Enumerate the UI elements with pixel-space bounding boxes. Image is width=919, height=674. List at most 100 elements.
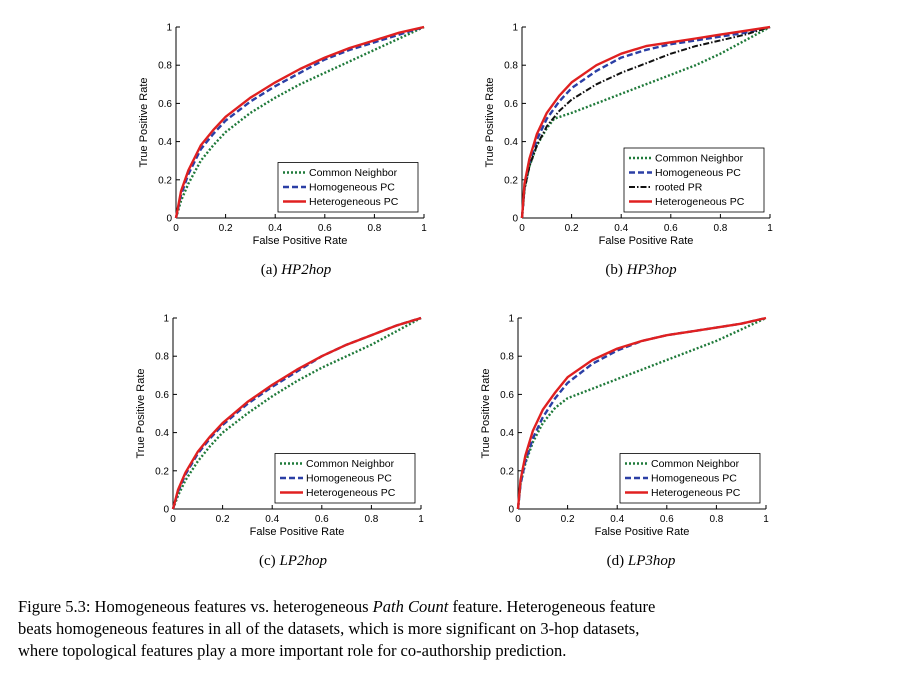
x-tick-label: 1 <box>421 223 427 234</box>
x-axis-label: False Positive Rate <box>250 526 345 538</box>
y-tick-label: 1 <box>166 23 172 34</box>
subfigure-name: HP2hop <box>280 262 331 278</box>
legend: Common Neighbor Homogeneous PC rooted PR He… <box>623 147 765 213</box>
chart-panel-3: 0 0.2 0.4 0.6 0.8 1 0 0.2 0.4 0.6 0.8 1 False Positi… <box>135 314 424 570</box>
chart-panel-2: 0 0.2 0.4 0.6 0.8 1 0 0.2 0.4 0.6 0.8 1 False Positi… <box>484 23 773 279</box>
series-line-homogeneous-pc <box>520 25 771 219</box>
x-tick-label: 0.4 <box>614 223 628 234</box>
x-tick-label: 0.6 <box>664 223 678 234</box>
legend: Common Neighbor Homogeneous PC Heterogeneo… <box>274 453 416 504</box>
legend-entry-label: Homogeneous PC <box>309 182 395 194</box>
legend-entry-label: Heterogeneous PC <box>306 487 396 499</box>
y-tick-label: 1 <box>508 314 514 325</box>
x-tick-label: 0.4 <box>268 223 282 234</box>
y-tick-label: 1 <box>163 314 169 325</box>
y-tick-label: 0.8 <box>500 352 514 363</box>
series-line-rooted-pr <box>521 26 771 219</box>
subfigure-caption: (b) HP3hop <box>605 262 677 278</box>
x-tick-label: 0 <box>170 514 176 525</box>
y-tick-label: 0.8 <box>155 352 169 363</box>
y-tick-label: 0.4 <box>155 428 169 439</box>
x-tick-label: 0.6 <box>318 223 332 234</box>
x-tick-label: 0 <box>173 223 179 234</box>
legend-entry-label: Heterogeneous PC <box>651 487 741 499</box>
y-tick-label: 0.4 <box>500 428 514 439</box>
figure-panels: 0 0.2 0.4 0.6 0.8 1 0 0.2 0.4 0.6 0.8 1 False Positi… <box>135 23 773 570</box>
y-tick-label: 0.6 <box>504 99 518 110</box>
x-tick-label: 0.4 <box>265 514 279 525</box>
x-tick-label: 0.2 <box>219 223 233 234</box>
x-tick-label: 0.2 <box>565 223 579 234</box>
x-tick-label: 0 <box>519 223 525 234</box>
x-axis-label: False Positive Rate <box>253 235 348 247</box>
legend-entry-label: Homogeneous PC <box>655 167 741 179</box>
caption-line-2: beats homogeneous features in all of the… <box>18 619 640 638</box>
x-axis-label: False Positive Rate <box>599 235 694 247</box>
y-axis-label: True Positive Rate <box>138 77 150 167</box>
x-tick-label: 1 <box>767 223 773 234</box>
legend-entry-label: Homogeneous PC <box>306 473 392 485</box>
series-line-heterogeneous-pc <box>171 316 422 510</box>
x-tick-label: 0.8 <box>367 223 381 234</box>
legend-entry-label: Heterogeneous PC <box>309 196 399 208</box>
figure-caption: Figure 5.3: Homogeneous features vs. het… <box>18 596 913 662</box>
x-tick-label: 0.8 <box>709 514 723 525</box>
subfigure-name: LP2hop <box>278 553 327 569</box>
series-line-heterogeneous-pc <box>174 25 425 219</box>
series-line-heterogeneous-pc <box>516 316 767 510</box>
subfigure-caption: (a) HP2hop <box>261 262 332 278</box>
subfigure-label: (c) <box>259 553 279 569</box>
legend-entry-label: Common Neighbor <box>655 153 744 165</box>
y-axis-label: True Positive Rate <box>135 368 147 458</box>
legend-entry-label: Common Neighbor <box>306 458 395 470</box>
subfigure-label: (b) <box>605 262 626 278</box>
legend-entry-label: Heterogeneous PC <box>655 196 745 208</box>
y-axis-label: True Positive Rate <box>484 77 496 167</box>
y-tick-label: 0.4 <box>504 137 518 148</box>
series-line-homogeneous-pc <box>174 25 425 219</box>
x-axis-label: False Positive Rate <box>595 526 690 538</box>
y-tick-label: 0.6 <box>500 390 514 401</box>
subfigure-label: (a) <box>261 262 281 278</box>
x-tick-label: 1 <box>763 514 769 525</box>
subfigure-label: (d) <box>607 553 628 569</box>
chart-panel-1: 0 0.2 0.4 0.6 0.8 1 0 0.2 0.4 0.6 0.8 1 False Positi… <box>138 23 427 279</box>
x-tick-label: 0.2 <box>561 514 575 525</box>
y-tick-label: 0 <box>508 505 514 516</box>
series-line-common-neighbor <box>174 25 425 219</box>
series-line-common-neighbor <box>516 316 767 510</box>
y-tick-label: 0.2 <box>500 466 514 477</box>
subfigure-name: HP3hop <box>626 262 677 278</box>
y-tick-label: 0 <box>512 214 518 225</box>
legend: Common Neighbor Homogeneous PC Heterogeneo… <box>619 453 761 504</box>
x-tick-label: 0.6 <box>315 514 329 525</box>
x-tick-label: 0.8 <box>713 223 727 234</box>
legend-entry-label: Common Neighbor <box>651 458 740 470</box>
x-tick-label: 0.4 <box>610 514 624 525</box>
y-tick-label: 0.2 <box>504 175 518 186</box>
subfigure-name: LP3hop <box>627 553 676 569</box>
caption-line-1-italic: Path Count <box>372 597 449 616</box>
y-tick-label: 0.2 <box>158 175 172 186</box>
caption-line-1: Figure 5.3: Homogeneous features vs. het… <box>18 596 913 618</box>
y-tick-label: 0.6 <box>155 390 169 401</box>
caption-line-1-end: feature. Heterogeneous feature <box>448 597 656 616</box>
legend-entry-label: Common Neighbor <box>309 167 398 179</box>
x-tick-label: 0 <box>515 514 521 525</box>
x-tick-label: 1 <box>418 514 424 525</box>
y-axis-label: True Positive Rate <box>480 368 492 458</box>
legend: Common Neighbor Homogeneous PC Heterogeneo… <box>277 162 419 213</box>
y-tick-label: 0.2 <box>155 466 169 477</box>
series-line-heterogeneous-pc <box>520 25 771 219</box>
caption-line-3: where topological features play a more i… <box>18 641 567 660</box>
chart-panel-4: 0 0.2 0.4 0.6 0.8 1 0 0.2 0.4 0.6 0.8 1 False Positi… <box>480 314 769 570</box>
x-tick-label: 0.2 <box>216 514 230 525</box>
y-tick-label: 0.8 <box>504 61 518 72</box>
subfigure-caption: (c) LP2hop <box>259 553 327 569</box>
subfigure-caption: (d) LP3hop <box>607 553 676 569</box>
y-tick-label: 0 <box>166 214 172 225</box>
y-tick-label: 1 <box>512 23 518 34</box>
y-tick-label: 0 <box>163 505 169 516</box>
y-tick-label: 0.4 <box>158 137 172 148</box>
legend-entry-label: rooted PR <box>655 182 703 194</box>
